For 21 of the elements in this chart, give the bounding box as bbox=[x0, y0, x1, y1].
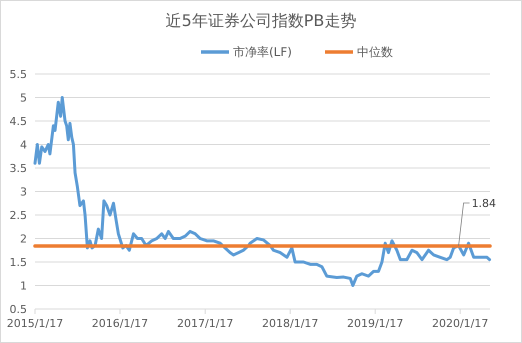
y-tick-label: 5 bbox=[20, 91, 27, 104]
y-tick-label: 1 bbox=[20, 279, 27, 292]
y-tick-label: 0.5 bbox=[10, 302, 27, 316]
y-tick-label: 3.5 bbox=[10, 162, 27, 175]
legend-label: 市净率(LF) bbox=[233, 45, 292, 60]
legend-label: 中位数 bbox=[357, 45, 393, 60]
y-tick-label: 1.5 bbox=[10, 256, 27, 269]
y-tick-label: 2 bbox=[20, 232, 27, 246]
y-tick-label: 5.5 bbox=[10, 68, 27, 81]
x-tick-label: 2020/1/17 bbox=[432, 317, 488, 330]
chart-title: 近5年证券公司指数PB走势 bbox=[166, 11, 356, 30]
x-tick-label: 2016/1/17 bbox=[92, 317, 148, 330]
annotation: 1.84 bbox=[472, 196, 496, 210]
x-tick-label: 2018/1/17 bbox=[262, 317, 318, 330]
x-tick-label: 2015/1/17 bbox=[6, 317, 64, 330]
x-tick-label: 2017/1/17 bbox=[177, 317, 234, 330]
y-tick-label: 4.5 bbox=[10, 114, 27, 128]
y-tick-label: 2.5 bbox=[10, 208, 27, 222]
x-tick-label: 2019/1/17 bbox=[347, 317, 404, 330]
y-tick-label: 3 bbox=[20, 185, 27, 198]
y-tick-label: 4 bbox=[20, 138, 27, 152]
